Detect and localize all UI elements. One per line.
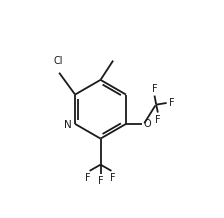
Text: F: F bbox=[152, 83, 157, 94]
Text: F: F bbox=[110, 172, 116, 182]
Text: Cl: Cl bbox=[54, 56, 63, 66]
Text: F: F bbox=[169, 98, 175, 108]
Text: O: O bbox=[144, 119, 152, 129]
Text: F: F bbox=[98, 176, 103, 186]
Text: F: F bbox=[85, 172, 91, 182]
Text: N: N bbox=[64, 120, 71, 130]
Text: F: F bbox=[155, 114, 161, 124]
